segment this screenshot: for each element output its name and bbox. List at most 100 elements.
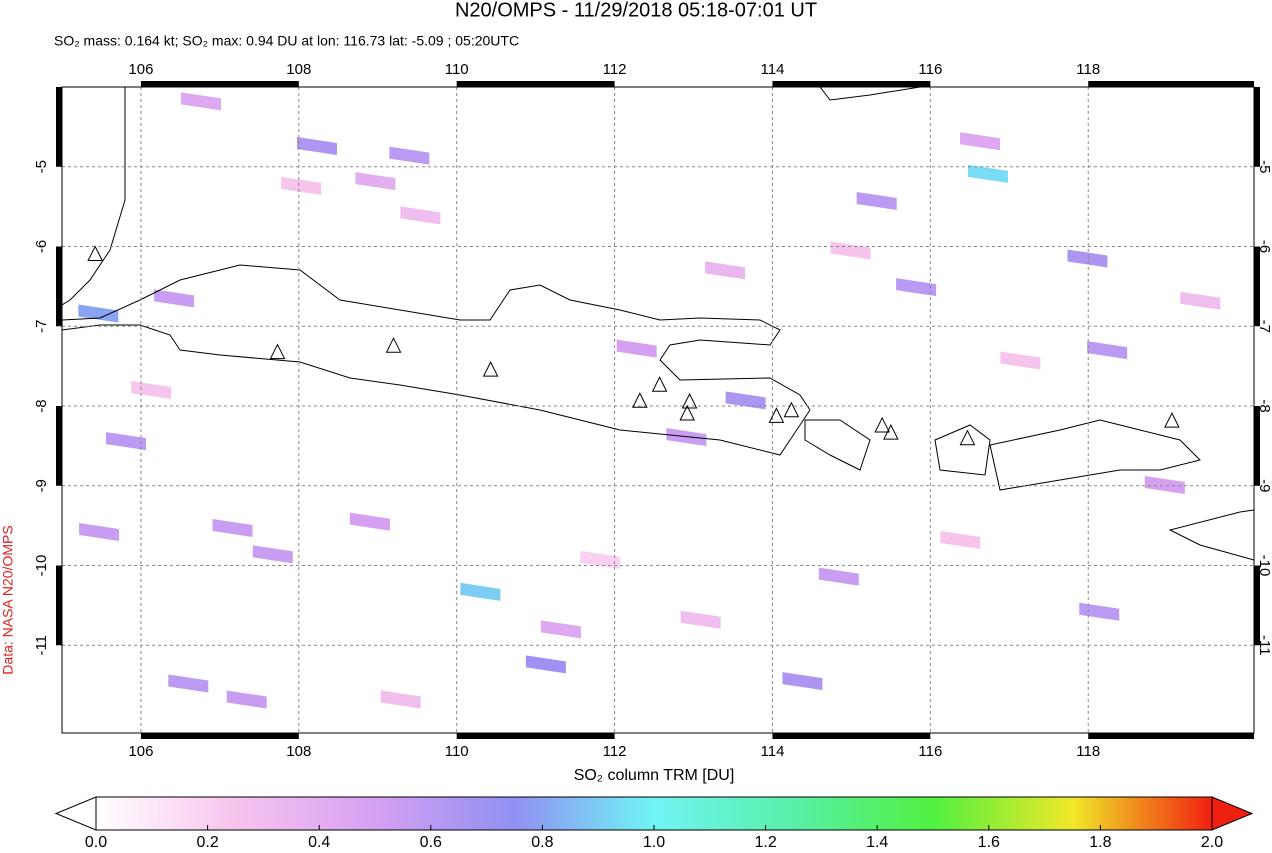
volcano [679,404,696,421]
frame-bar [140,733,299,739]
volcano [651,376,668,392]
y-tick-label: -5 [1256,160,1272,173]
y-tick-label: -11 [33,635,50,656]
coastline [1168,509,1254,561]
volcano [959,429,976,446]
frame-bar [772,733,931,739]
so2-pixel [782,672,823,691]
coastline [62,87,126,306]
so2-pixel [616,339,657,358]
volcanoes [87,245,1180,446]
frame-bar [456,733,615,739]
colorbar-tick-label: 1.4 [866,834,888,851]
x-tick-label: 118 [1076,61,1100,78]
x-tick-label: 108 [286,61,311,78]
volcano [269,343,286,360]
x-tick-label: 112 [603,743,627,760]
coastline [989,419,1201,491]
so2-pixel [400,206,441,225]
coastline [804,419,871,471]
so2-pixel [856,192,897,211]
x-tick-label: 110 [445,743,469,760]
so2-pixel [1067,249,1108,268]
colorbar-tick-label: 0.0 [85,834,107,851]
so2-pixel [818,567,859,586]
x-tick-label: 116 [918,61,942,78]
colorbar-tick-label: 0.8 [531,834,553,851]
y-tick-label: -8 [33,399,50,412]
so2-pixel [580,550,621,569]
frame-bar [140,81,299,87]
frame-bar [56,246,62,327]
y-tick-label: -11 [1256,635,1272,656]
y-tick-label: -9 [1256,479,1272,492]
frame-bar [1254,565,1260,646]
y-tick-label: -5 [33,160,50,173]
so2-pixel [1000,351,1041,370]
y-tick-label: -8 [1256,399,1272,412]
so2-pixel [349,512,390,531]
frame-bar [1254,406,1260,486]
colorbar-tick-label: 1.6 [978,834,1000,851]
so2-pixel [212,519,253,538]
colorbar-tick-label: 0.6 [420,834,442,851]
x-tick-label: 112 [603,61,627,78]
colorbar-tick-label: 1.2 [754,834,776,851]
x-tick-label: 106 [128,743,153,760]
volcano [1164,412,1180,428]
volcano [482,361,499,377]
frame-bar [56,87,62,167]
so2-pixel [389,146,430,165]
colorbar: 0.0 0.2 0.4 0.6 0.8 1.0 1.2 1.4 1.6 1.8 2.0 [54,796,1254,851]
coastline [819,87,921,101]
y-tick-label: -9 [33,479,50,492]
so2-pixel [680,610,721,629]
frame-bar [1088,81,1254,87]
so2-pixel [1144,475,1185,494]
so2-pixel [180,92,221,111]
colorbar-under [54,796,97,831]
coastlines [62,87,1254,561]
so2-pixel [525,655,566,674]
frame-bars [56,81,1260,739]
so2-pixel [940,530,981,549]
so2-pixel [967,164,1008,183]
frame-bar [56,565,62,646]
frame-bar [1254,246,1260,327]
grid [62,87,1254,733]
so2-pixel [1079,602,1120,621]
y-tick-label: -7 [33,320,50,333]
colorbar-tick-label: 0.2 [196,834,218,851]
x-tick-label: 118 [1076,743,1100,760]
frame-bar [1088,733,1254,739]
so2-pixel [226,690,267,709]
so2-pixel [154,289,195,308]
colorbar-tick-label: 2.0 [1201,834,1223,851]
so2-pixel [896,278,937,297]
so2-pixel [380,690,421,709]
colorbar-tick-label: 0.4 [308,834,330,851]
y-tick-label: -6 [33,240,50,253]
volcano [874,416,890,433]
so2-pixel [168,674,209,693]
y-tick-label: -7 [1256,320,1272,333]
credit: Data: NASA N20/OMPS [0,525,16,674]
y-tick-label: -10 [33,555,50,577]
so2-pixel [460,582,501,601]
colorbar-over [1211,796,1254,831]
so2-pixel [79,523,120,542]
volcano [632,392,648,408]
x-tick-label: 114 [761,61,785,78]
frame-bar [1254,87,1260,167]
volcano [768,407,785,423]
so2-pixel [281,176,322,195]
map-area [62,87,1254,733]
x-tick-label: 114 [761,743,785,760]
volcano [87,245,103,261]
colorbar-tick-label: 1.0 [643,834,665,851]
so2-pixel [960,132,1001,151]
so2-pixel [252,545,293,564]
frame-bar [456,81,615,87]
subtitle: SO₂ mass: 0.164 kt; SO₂ max: 0.94 DU at … [54,33,519,49]
